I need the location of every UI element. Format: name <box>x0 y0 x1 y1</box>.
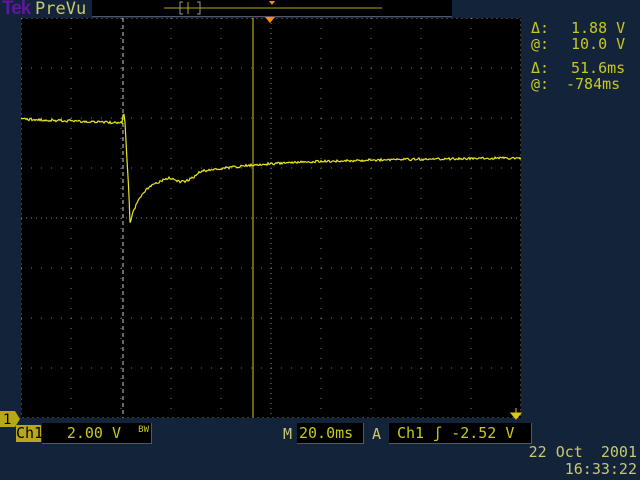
trigger-position-marker-icon <box>265 17 277 25</box>
acquisition-status: PreVu <box>35 0 86 19</box>
graticule <box>21 18 521 418</box>
record-view-bar <box>92 0 452 17</box>
timestamp: 22 Oct 2001 16:33:22 <box>529 444 637 478</box>
volts-per-div[interactable]: 2.00 V BW <box>42 423 152 444</box>
trigger-level-marker-icon <box>510 408 522 420</box>
channel-1-button[interactable]: Ch1 <box>16 425 41 442</box>
bandwidth-limit-indicator: BW <box>138 420 149 440</box>
rising-edge-icon: ʃ <box>433 424 442 442</box>
channel-marker-label: 1 <box>3 412 11 428</box>
date: 22 Oct 2001 <box>529 443 637 461</box>
waveform-display <box>21 18 521 418</box>
tek-logo: Tek <box>2 0 30 20</box>
time-per-div[interactable]: 20.0ms <box>297 423 364 444</box>
main-timebase-label: M <box>283 425 292 443</box>
time: 16:33:22 <box>565 460 637 478</box>
trigger-settings[interactable]: Ch1 ʃ -2.52 V <box>389 423 532 444</box>
voltage-cursor-readout: Δ: 1.88 V @: 10.0 V <box>531 20 549 52</box>
trigger-label: A <box>372 425 381 443</box>
trigger-position-icon <box>269 1 275 5</box>
time-cursor-readout: Δ: 51.6ms @: -784ms <box>531 60 549 92</box>
record-position-indicator <box>92 0 452 16</box>
